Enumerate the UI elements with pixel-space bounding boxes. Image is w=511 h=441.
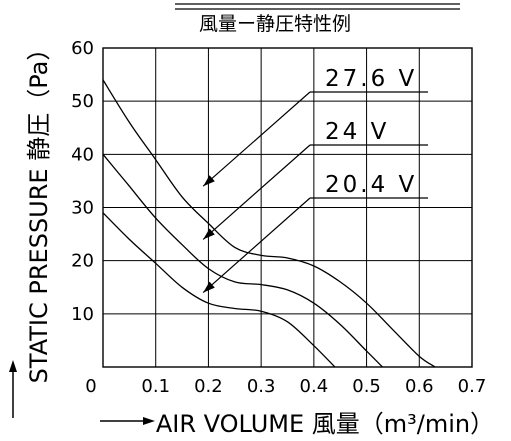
x-axis-title-arrowhead xyxy=(143,417,155,425)
x-tick-label: 0 xyxy=(85,376,96,397)
leader-line xyxy=(202,91,311,187)
chart-title: 風量ー静圧特性例 xyxy=(199,13,351,35)
x-axis-title: AIR VOLUME 風量（m³/min） xyxy=(156,410,494,438)
x-tick-label: 0.5 xyxy=(352,376,381,397)
y-tick-label: 40 xyxy=(71,144,94,165)
y-tick-label: 50 xyxy=(71,91,94,112)
leader-arrowhead xyxy=(203,175,215,187)
y-tick-label: 60 xyxy=(71,38,94,59)
leader-line xyxy=(202,144,311,240)
series-line xyxy=(102,79,436,368)
y-axis-title: STATIC PRESSURE 静圧（Pa） xyxy=(25,37,53,384)
grid xyxy=(102,47,473,368)
leader-arrowhead xyxy=(203,281,215,293)
x-tick-label: 0.6 xyxy=(405,376,434,397)
x-tick-label: 0.7 xyxy=(458,376,487,397)
leader-line xyxy=(202,197,311,294)
x-tick-label: 0.4 xyxy=(300,376,329,397)
series-line xyxy=(102,153,383,368)
tick-labels: 0 0.1 0.2 0.3 0.4 0.5 0.6 0.7 10 20 30 40 50 60 xyxy=(71,38,486,397)
y-axis-title-arrowhead xyxy=(9,360,17,372)
series-label: 20.4 V xyxy=(325,172,417,198)
x-tick-label: 0.2 xyxy=(194,376,223,397)
y-tick-label: 30 xyxy=(71,198,94,219)
series-line xyxy=(102,212,336,368)
series-label: 27.6 V xyxy=(325,66,417,92)
leader-arrowhead xyxy=(203,228,215,240)
series-label: 24 V xyxy=(325,119,389,145)
x-tick-label: 0.3 xyxy=(247,376,276,397)
curves xyxy=(102,79,436,368)
x-tick-label: 0.1 xyxy=(141,376,170,397)
y-tick-label: 20 xyxy=(71,251,94,272)
y-tick-label: 10 xyxy=(71,304,94,325)
callouts: 27.6 V 24 V 20.4 V xyxy=(202,66,428,294)
